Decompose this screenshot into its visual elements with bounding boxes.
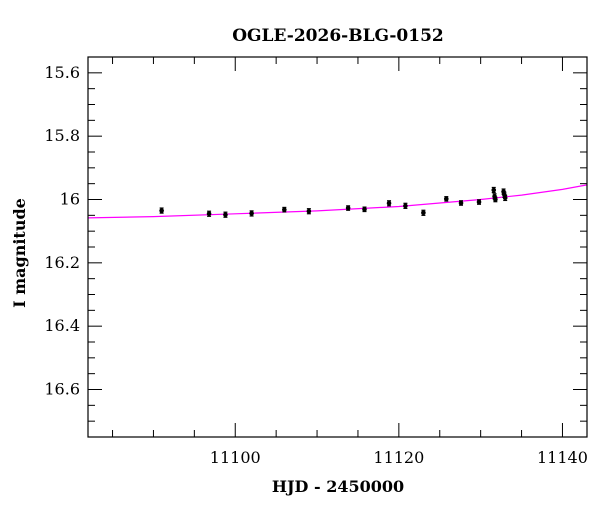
y-tick-label: 16.6 bbox=[44, 380, 80, 399]
y-tick-label: 15.8 bbox=[44, 126, 80, 145]
y-tick-label: 16 bbox=[60, 190, 80, 209]
y-tick-label: 16.4 bbox=[44, 316, 80, 335]
y-tick-label: 16.2 bbox=[44, 253, 80, 272]
tick-labels: 11100 11120 11140 15.6 15.8 16 16.2 16.4 16.6 bbox=[44, 63, 588, 467]
y-tick-label: 15.6 bbox=[44, 63, 80, 82]
data-point bbox=[206, 211, 212, 217]
data-point bbox=[502, 195, 508, 201]
data-point bbox=[386, 201, 392, 206]
chart-title: OGLE-2026-BLG-0152 bbox=[232, 26, 444, 46]
data-point bbox=[362, 207, 367, 212]
data-point bbox=[421, 210, 426, 216]
axis-ticks bbox=[88, 56, 587, 438]
data-point bbox=[306, 208, 312, 214]
data-point bbox=[159, 208, 164, 213]
x-tick-label: 11120 bbox=[373, 448, 424, 467]
data-point bbox=[476, 199, 482, 205]
data-point bbox=[443, 196, 449, 202]
y-axis-label: I magnitude bbox=[10, 198, 29, 308]
data-point bbox=[493, 197, 498, 202]
model-curve bbox=[87, 184, 588, 219]
data-point bbox=[491, 187, 497, 193]
data-point bbox=[249, 211, 254, 216]
x-tick-label: 11100 bbox=[210, 448, 261, 467]
plot-frame bbox=[87, 56, 588, 438]
data-point bbox=[458, 200, 464, 206]
data-point bbox=[282, 207, 287, 212]
x-tick-label: 11140 bbox=[537, 448, 588, 467]
data-point bbox=[403, 203, 408, 209]
data-point bbox=[345, 205, 351, 211]
data-point bbox=[223, 212, 228, 217]
x-axis-label: HJD - 2450000 bbox=[272, 477, 404, 496]
plot-area bbox=[87, 184, 588, 219]
